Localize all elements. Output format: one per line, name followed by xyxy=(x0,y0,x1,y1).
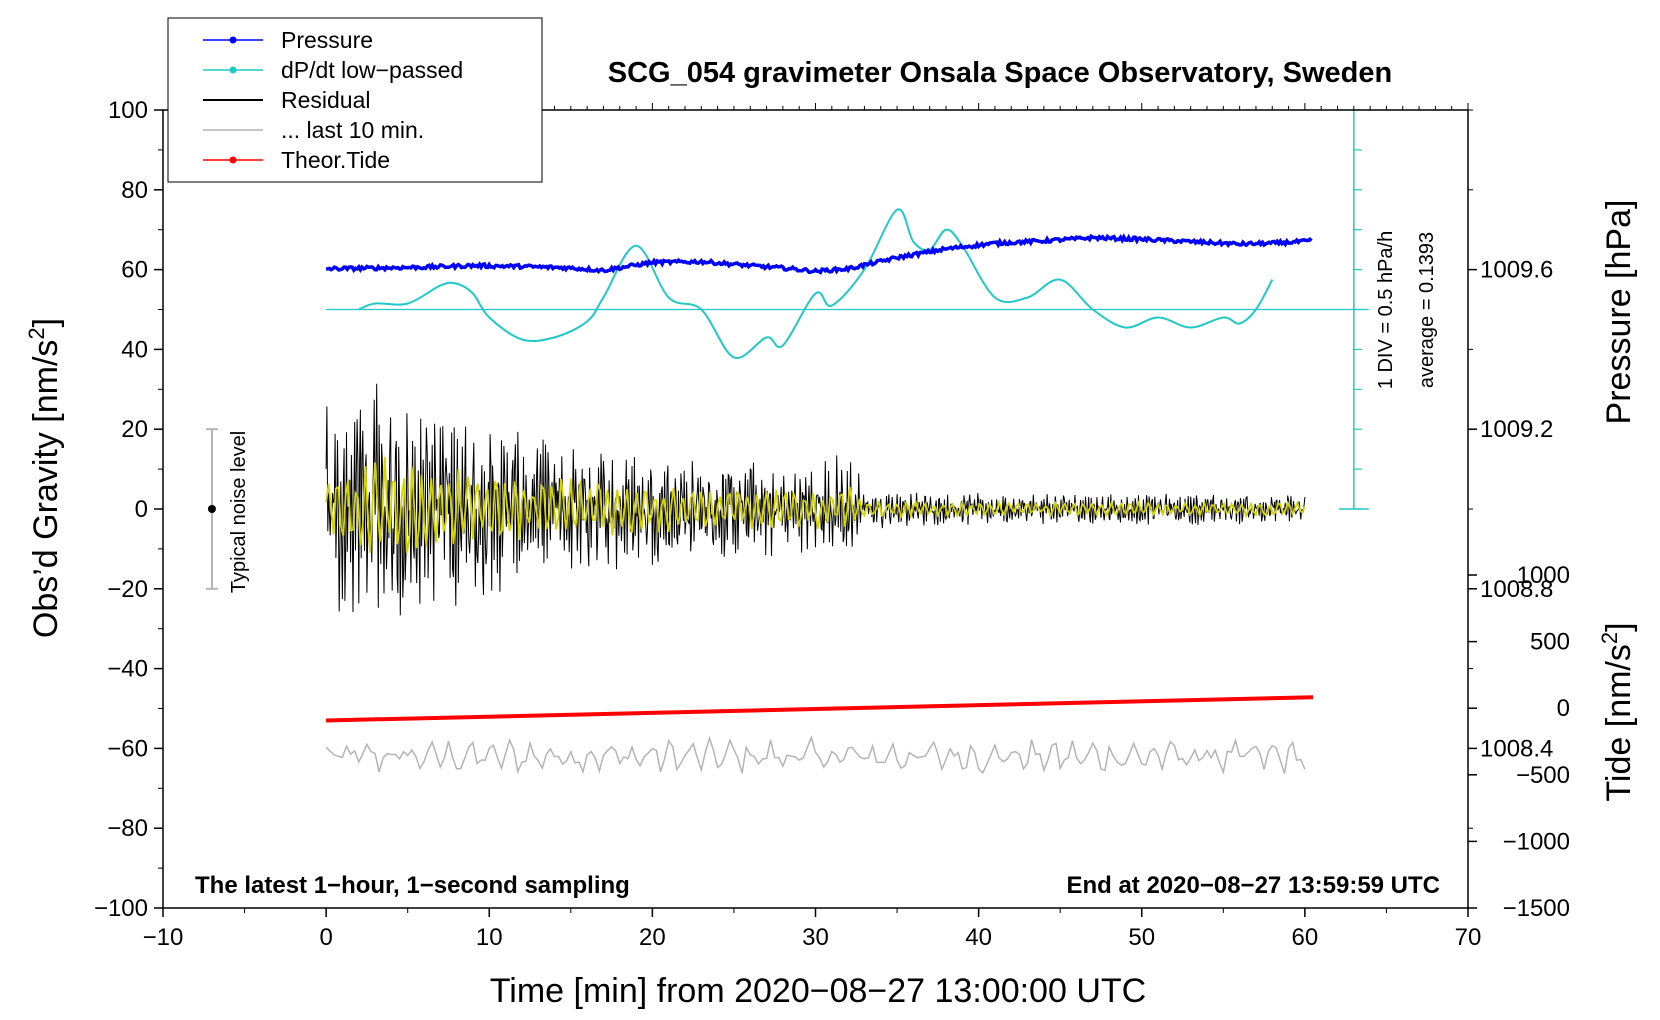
y-tick-label: −100 xyxy=(94,895,148,922)
tide-axis-label-sup: 2 xyxy=(1597,632,1622,644)
legend-label: Residual xyxy=(281,87,371,113)
y-tick-label: −20 xyxy=(107,576,148,603)
tide-tick-label: 1000 xyxy=(1517,562,1570,589)
tide-tick-label: 500 xyxy=(1530,629,1570,656)
tide-tick-label: −500 xyxy=(1516,762,1570,789)
axes-layer: −10 0 10 20 30 40 50 60 70−100−80−60−40−20020406… xyxy=(94,97,1570,951)
annotation-left: The latest 1−hour, 1−second sampling xyxy=(195,872,630,899)
x-tick-label: 20 xyxy=(639,924,666,951)
legend-marker xyxy=(229,156,237,164)
x-tick-label: 40 xyxy=(965,924,992,951)
y-tick-label: −80 xyxy=(107,815,148,842)
pressure-tick-label: 1009.6 xyxy=(1480,257,1553,284)
y-tick-label: 60 xyxy=(121,257,148,284)
legend: Pressure dP/dt low−passed Residual ... last… xyxy=(167,17,543,183)
legend-label: ... last 10 min. xyxy=(281,117,424,143)
scale-bar-label-div: 1 DIV = 0.5 hPa/h xyxy=(1375,231,1397,389)
y-axis-label-close: ] xyxy=(27,318,65,327)
pressure-tick-label: 1008.4 xyxy=(1480,735,1553,762)
legend-items: Pressure dP/dt low−passed Residual ... last… xyxy=(203,27,463,173)
series-theor-tide xyxy=(326,695,1314,723)
y-tick-label: 100 xyxy=(108,97,148,124)
y-tick-label: 0 xyxy=(135,496,148,523)
pressure-tick-label: 1009.2 xyxy=(1480,416,1553,443)
annotation-right: End at 2020−08−27 13:59:59 UTC xyxy=(1066,872,1440,899)
y-axis-label: Obs’d Gravity [nm/s2] xyxy=(24,318,65,638)
tide-tick-label: −1500 xyxy=(1503,895,1570,922)
series-last10 xyxy=(325,734,1306,775)
series-residual xyxy=(325,383,1306,616)
x-tick-label: 0 xyxy=(319,924,332,951)
legend-marker xyxy=(229,66,237,74)
series-pressure xyxy=(326,233,1313,275)
x-tick-label: 30 xyxy=(802,924,829,951)
series-dpdt xyxy=(358,208,1274,359)
x-axis-label: Time [min] from 2020−08−27 13:00:00 UTC xyxy=(490,972,1146,1010)
y-tick-label: 20 xyxy=(121,416,148,443)
noise-bar-center xyxy=(207,505,216,513)
y-axis-label-sup: 2 xyxy=(24,327,49,339)
tide-tick-label: −1000 xyxy=(1503,828,1570,855)
plot-layer xyxy=(205,109,1369,775)
x-tick-label: 70 xyxy=(1455,924,1482,951)
chart-title: SCG_054 gravimeter Onsala Space Observat… xyxy=(608,57,1392,89)
x-tick-label: 10 xyxy=(476,924,503,951)
y-tick-label: 40 xyxy=(121,336,148,363)
pressure-axis-label: Pressure [hPa] xyxy=(1600,200,1638,425)
tide-axis-label: Tide [nm/s2] xyxy=(1597,622,1638,801)
y-tick-label: −60 xyxy=(107,735,148,762)
noise-level-label: Typical noise level xyxy=(228,431,250,593)
legend-label: Theor.Tide xyxy=(281,147,390,173)
x-tick-label: −10 xyxy=(143,924,184,951)
legend-label: Pressure xyxy=(281,27,373,53)
legend-label: dP/dt low−passed xyxy=(281,57,463,83)
y-tick-label: −40 xyxy=(107,656,148,683)
x-tick-label: 50 xyxy=(1128,924,1155,951)
tide-tick-label: 0 xyxy=(1557,695,1570,722)
series-residual-smoothed xyxy=(325,456,1306,554)
y-tick-label: 80 xyxy=(121,177,148,204)
x-tick-label: 60 xyxy=(1292,924,1319,951)
legend-marker xyxy=(229,36,237,44)
pressure-tick-label: 1008.8 xyxy=(1480,576,1553,603)
tide-axis-label-close: ] xyxy=(1600,622,1638,631)
scale-bar-label-average: average = 0.1393 xyxy=(1416,232,1438,388)
